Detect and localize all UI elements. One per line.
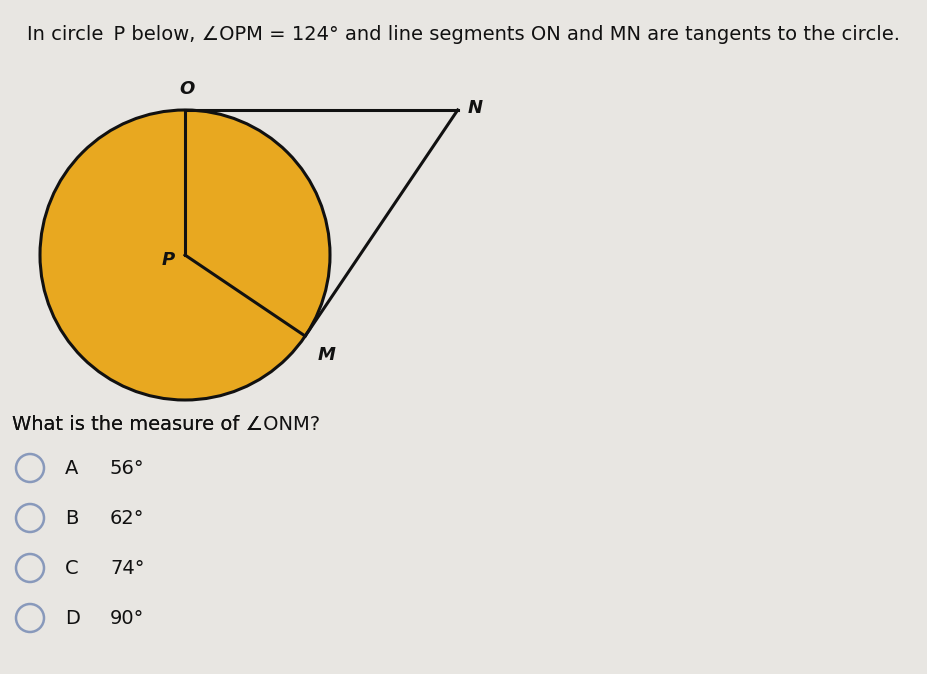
Text: What is the measure of ∠: What is the measure of ∠: [12, 415, 263, 434]
Circle shape: [40, 110, 330, 400]
Text: What is the measure of ∠ONM?: What is the measure of ∠ONM?: [12, 415, 320, 434]
Text: O: O: [180, 80, 195, 98]
Text: C: C: [65, 559, 79, 578]
Text: 62°: 62°: [110, 508, 145, 528]
Text: N: N: [468, 99, 483, 117]
Text: In circle  P below, ∠OPM = 124° and line segments ON and MN are tangents to the : In circle P below, ∠OPM = 124° and line …: [27, 25, 900, 44]
Text: 90°: 90°: [110, 609, 145, 627]
Text: 74°: 74°: [110, 559, 145, 578]
Text: M: M: [317, 346, 335, 364]
Text: D: D: [65, 609, 80, 627]
Text: A: A: [65, 458, 79, 477]
Text: B: B: [65, 508, 79, 528]
Text: P: P: [161, 251, 175, 269]
Text: 56°: 56°: [110, 458, 145, 477]
